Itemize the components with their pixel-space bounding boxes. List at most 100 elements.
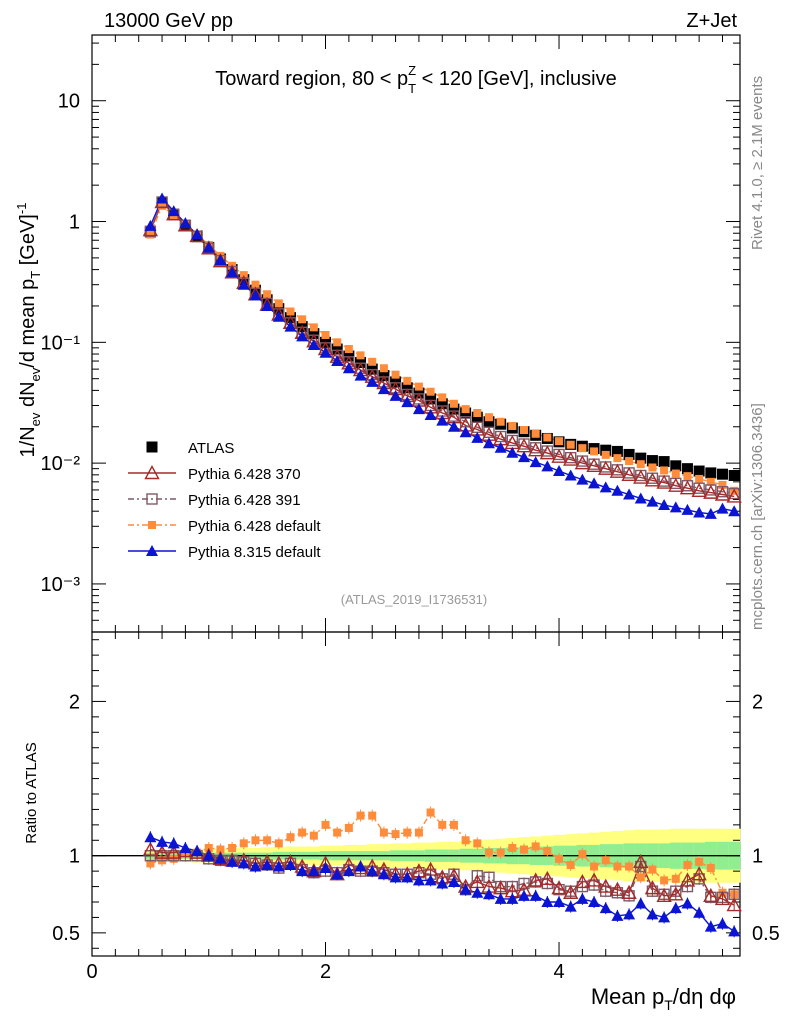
- ratio-point-pdef: [298, 828, 307, 837]
- main-point-p8: [506, 446, 519, 458]
- ratio-y-tick-label: 1: [69, 846, 80, 868]
- main-point-pdef: [543, 433, 552, 442]
- ratio-point-p8: [249, 860, 262, 872]
- ratio-point-pdef: [321, 820, 330, 829]
- main-point-pdef: [403, 376, 412, 385]
- ratio-point-pdef: [274, 839, 283, 848]
- ratio-point-p370: [142, 841, 159, 856]
- legend-marker-data: [146, 441, 158, 453]
- main-point-p8: [669, 501, 682, 513]
- main-point-pdef: [426, 387, 435, 396]
- main-point-data: [425, 393, 437, 405]
- ratio-point-p8: [611, 909, 624, 921]
- title-sub: T: [408, 81, 416, 96]
- main-point-data: [401, 382, 413, 394]
- main-point-p8: [354, 369, 367, 381]
- main-point-data: [681, 463, 693, 475]
- ratio-point-p370: [668, 886, 684, 901]
- legend-marker-pdef: [148, 521, 156, 529]
- ratio-point-pdef: [368, 811, 377, 820]
- ratio-point-p370: [551, 880, 567, 895]
- ratio-point-pdef: [146, 859, 155, 868]
- legend-marker-p370: [144, 465, 160, 480]
- main-point-pdef: [379, 364, 388, 373]
- main-point-p8: [144, 219, 157, 231]
- ratio-point-pdef: [543, 847, 552, 856]
- main-y-tick-label: 10: [58, 91, 80, 113]
- analysis-watermark: (ATLAS_2019_I1736531): [341, 592, 487, 607]
- ratio-point-pdef: [566, 860, 575, 869]
- ratio-point-p8: [693, 906, 706, 918]
- main-point-p370: [621, 466, 637, 482]
- ratio-point-pdef: [590, 862, 599, 871]
- main-point-pdef: [683, 472, 692, 481]
- main-point-p370: [563, 451, 579, 466]
- main-y-tick-label: 10⁻³: [41, 574, 81, 596]
- ratio-point-p8: [307, 865, 320, 877]
- ratio-point-pdef: [449, 820, 458, 829]
- ratio-point-pdef: [414, 828, 423, 837]
- ratio-point-p370: [656, 887, 672, 903]
- main-point-pdef: [590, 447, 599, 456]
- main-point-pdef: [555, 437, 564, 446]
- main-point-p370: [609, 463, 626, 478]
- ratio-point-pdef: [438, 820, 447, 829]
- main-point-pdef: [496, 417, 505, 426]
- main-point-data: [658, 456, 670, 468]
- main-point-p8: [214, 254, 227, 266]
- main-point-p370: [644, 472, 661, 487]
- main-point-pdef: [660, 466, 669, 475]
- main-point-p370: [656, 474, 672, 489]
- main-point-p8: [494, 441, 507, 453]
- x-tick-label: 2: [320, 961, 331, 983]
- ratio-point-p8: [179, 842, 192, 853]
- ratio-point-p8: [354, 860, 367, 872]
- main-point-pdef: [368, 357, 377, 366]
- main-point-p370: [668, 477, 684, 492]
- main-y-tick-label: 1: [69, 212, 80, 234]
- x-tick-label: 4: [553, 961, 564, 983]
- main-point-p8: [377, 383, 390, 395]
- main-point-p8: [529, 456, 542, 468]
- ratio-y-axis-label: Ratio to ATLAS: [23, 742, 40, 843]
- main-point-p8: [366, 375, 379, 387]
- main-point-p8: [319, 346, 332, 358]
- ratio-point-p8: [167, 837, 180, 849]
- main-point-pdef: [648, 463, 657, 472]
- ratio-point-p8: [646, 908, 659, 920]
- main-line-p370: [149, 200, 735, 498]
- main-point-p8: [179, 217, 192, 229]
- ratio-point-p370: [539, 870, 556, 886]
- ratio-point-p8: [237, 857, 250, 869]
- ratio-point-p8: [261, 858, 274, 870]
- main-point-p8: [436, 414, 449, 426]
- main-point-p8: [576, 473, 589, 485]
- main-point-pdef: [718, 480, 727, 489]
- main-point-pdef: [391, 370, 400, 379]
- ratio-point-pdef: [309, 831, 318, 840]
- ratio-point-p8: [202, 849, 215, 861]
- ratio-point-p8: [553, 896, 566, 907]
- ratio-point-p8: [401, 871, 414, 883]
- ratio-point-p8: [424, 874, 437, 886]
- main-point-pdef: [601, 450, 610, 459]
- mcplots-label: mcplots.cern.ch [arXiv:1306.3436]: [749, 403, 766, 630]
- ratio-point-p8: [623, 908, 636, 920]
- ratio-point-pdef: [695, 857, 704, 866]
- main-point-data: [261, 294, 273, 306]
- ratio-point-p8: [377, 868, 390, 880]
- ratio-point-p8: [144, 831, 157, 843]
- main-point-pdef: [520, 426, 528, 435]
- main-point-data: [728, 469, 740, 481]
- main-point-p8: [447, 420, 460, 432]
- main-point-pdef: [625, 457, 634, 466]
- ratio-point-pdef: [613, 862, 622, 871]
- main-line-p391: [149, 200, 735, 495]
- x-label-part-1: Mean p: [591, 984, 664, 1009]
- main-point-p8: [716, 502, 729, 514]
- main-point-pdef: [344, 345, 353, 354]
- legend-label-p391: Pythia 6.428 391: [188, 492, 301, 509]
- main-point-pdef: [274, 299, 283, 308]
- main-point-p8: [167, 205, 180, 217]
